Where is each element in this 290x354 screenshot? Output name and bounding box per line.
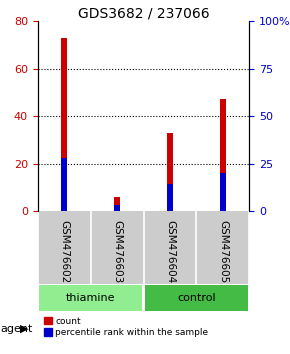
Text: GSM476604: GSM476604	[165, 220, 175, 283]
Text: GSM476605: GSM476605	[218, 220, 228, 283]
Text: agent: agent	[1, 324, 33, 333]
FancyBboxPatch shape	[145, 285, 248, 311]
Legend: count, percentile rank within the sample: count, percentile rank within the sample	[40, 313, 212, 341]
Text: control: control	[177, 293, 216, 303]
Bar	[61, 38, 67, 211]
Text: thiamine: thiamine	[66, 293, 115, 303]
Text: GSM476603: GSM476603	[112, 220, 122, 283]
Bar	[167, 184, 173, 211]
FancyBboxPatch shape	[39, 285, 142, 311]
Bar	[220, 99, 226, 211]
Title: GDS3682 / 237066: GDS3682 / 237066	[78, 6, 209, 20]
Bar	[114, 205, 120, 211]
Text: ▶: ▶	[20, 324, 28, 333]
Bar	[114, 197, 120, 211]
Bar	[61, 158, 67, 211]
Text: GSM476602: GSM476602	[59, 220, 69, 283]
Bar	[220, 173, 226, 211]
Bar	[167, 133, 173, 211]
